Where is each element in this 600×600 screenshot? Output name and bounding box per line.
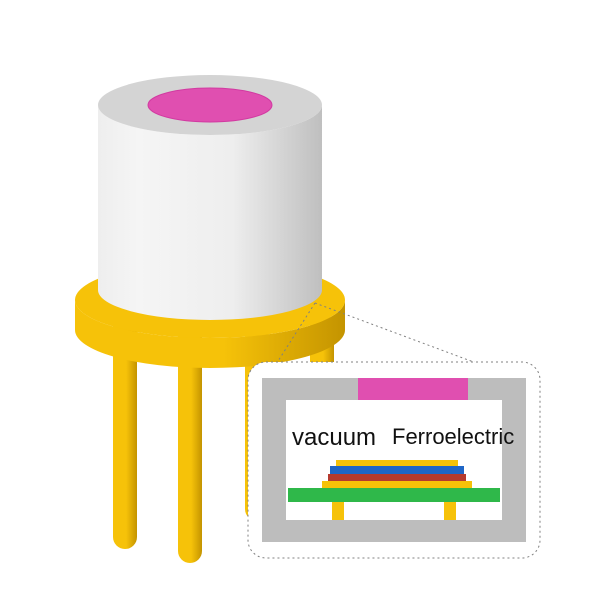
label-ferroelectric: Ferroelectric bbox=[392, 424, 514, 450]
label-vacuum: vacuum bbox=[292, 424, 376, 452]
sensor-diagram bbox=[0, 0, 600, 600]
